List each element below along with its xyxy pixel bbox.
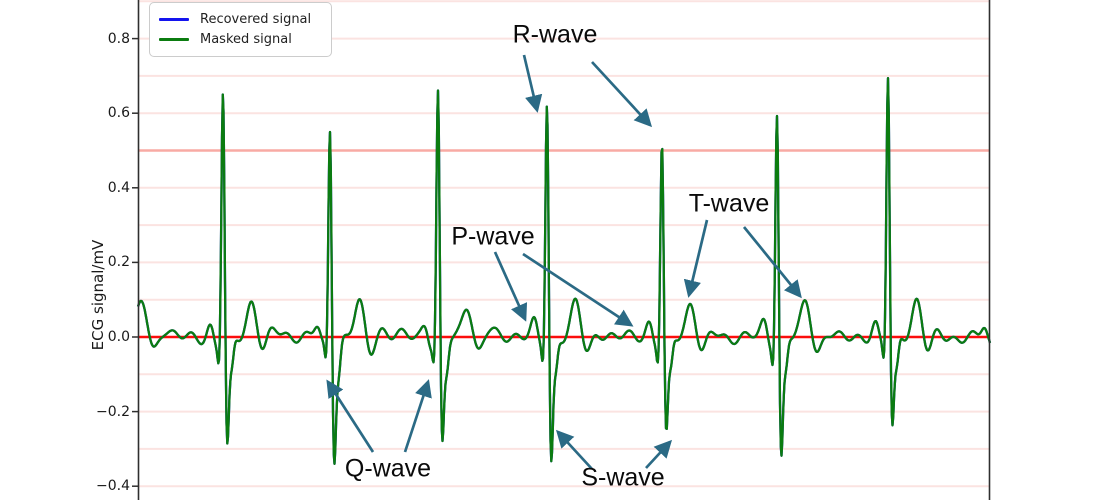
y-tick-label: −0.4 [96, 478, 130, 495]
q-wave-arrow [403, 379, 432, 453]
y-tick-label: 0.4 [107, 179, 130, 196]
annotation-arrows [326, 54, 802, 470]
y-tick-label: −0.2 [96, 403, 130, 420]
p-wave-label: P-wave [451, 222, 535, 251]
recovered-signal-trace [136, 76, 992, 465]
r-wave-label: R-wave [512, 20, 598, 49]
q-wave-label: Q-wave [344, 454, 432, 483]
legend-label-masked-signal: Masked signal [200, 32, 292, 47]
recovered-signal-line-swatch [159, 18, 189, 21]
p-wave-arrow [522, 252, 634, 327]
r-wave-arrow [591, 61, 653, 128]
legend-item-masked-signal: Masked signal [159, 33, 322, 46]
y-tick-label: 0.2 [107, 254, 130, 271]
t-wave-arrow [742, 226, 802, 299]
t-wave-arrow [683, 219, 709, 298]
legend: Recovered signal Masked signal [149, 2, 332, 57]
legend-label-recovered-signal: Recovered signal [200, 12, 312, 27]
signal-traces [136, 76, 992, 465]
t-wave-label: T-wave [688, 189, 770, 218]
s-wave-arrow [645, 439, 673, 469]
y-tick-label: 0.6 [107, 105, 130, 122]
s-wave-arrow [555, 429, 593, 470]
masked-signal-line-swatch [159, 38, 189, 41]
p-wave-arrow [493, 251, 528, 322]
r-wave-arrow [522, 54, 543, 113]
s-wave-label: S-wave [581, 463, 665, 492]
axis-spines-and-ticks [132, 0, 991, 500]
q-wave-arrow [326, 379, 375, 453]
masked-signal-trace [136, 76, 992, 465]
y-tick-label: 0.0 [107, 329, 130, 345]
gridlines [138, 0, 990, 488]
y-tick-label: 0.8 [107, 30, 130, 47]
y-axis-title: ECG signal/mV [89, 239, 107, 351]
legend-item-recovered-signal: Recovered signal [159, 13, 322, 26]
